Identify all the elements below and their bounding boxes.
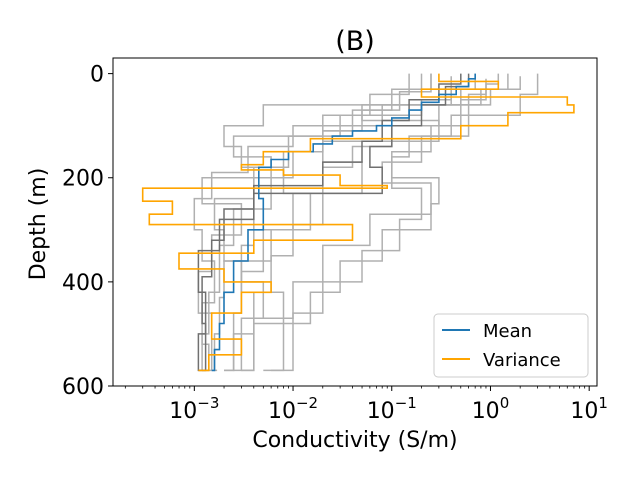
legend-box bbox=[433, 313, 589, 378]
sample-series-line-6 bbox=[271, 78, 487, 372]
x-tick-label: 101 bbox=[570, 394, 608, 424]
y-tick-label: 600 bbox=[62, 375, 104, 400]
legend-label: Variance bbox=[483, 350, 561, 371]
variance-series-line bbox=[141, 73, 575, 372]
y-axis-ticks: 0 200 400 600 bbox=[62, 63, 113, 400]
legend: Mean Variance bbox=[433, 313, 589, 378]
sample-series-line-11 bbox=[263, 73, 500, 372]
chart-title: (B) bbox=[335, 26, 375, 57]
plot-lines bbox=[141, 73, 575, 372]
sample-series-line-12 bbox=[233, 73, 423, 372]
y-tick-label: 200 bbox=[62, 167, 104, 192]
y-axis-label: Depth (m) bbox=[26, 168, 51, 281]
x-axis-label: Conductivity (S/m) bbox=[252, 428, 457, 453]
y-tick-label: 0 bbox=[90, 63, 104, 88]
mean-series-line bbox=[211, 73, 476, 372]
sample-series-line-7 bbox=[213, 73, 410, 372]
x-tick-label: 100 bbox=[472, 394, 510, 424]
legend-label: Mean bbox=[483, 321, 532, 342]
plot-frame bbox=[112, 57, 598, 387]
x-axis-ticks: 10−3 10−2 10−1 100 101 bbox=[124, 386, 608, 424]
x-tick-label: 10−1 bbox=[367, 394, 417, 424]
y-tick-label: 400 bbox=[62, 271, 104, 296]
x-tick-label: 10−2 bbox=[268, 394, 318, 424]
sample-series-line-9 bbox=[197, 73, 470, 372]
x-tick-label: 10−3 bbox=[169, 394, 219, 424]
sample-series-line-3 bbox=[241, 73, 539, 372]
sample-series-line-5 bbox=[197, 76, 452, 372]
